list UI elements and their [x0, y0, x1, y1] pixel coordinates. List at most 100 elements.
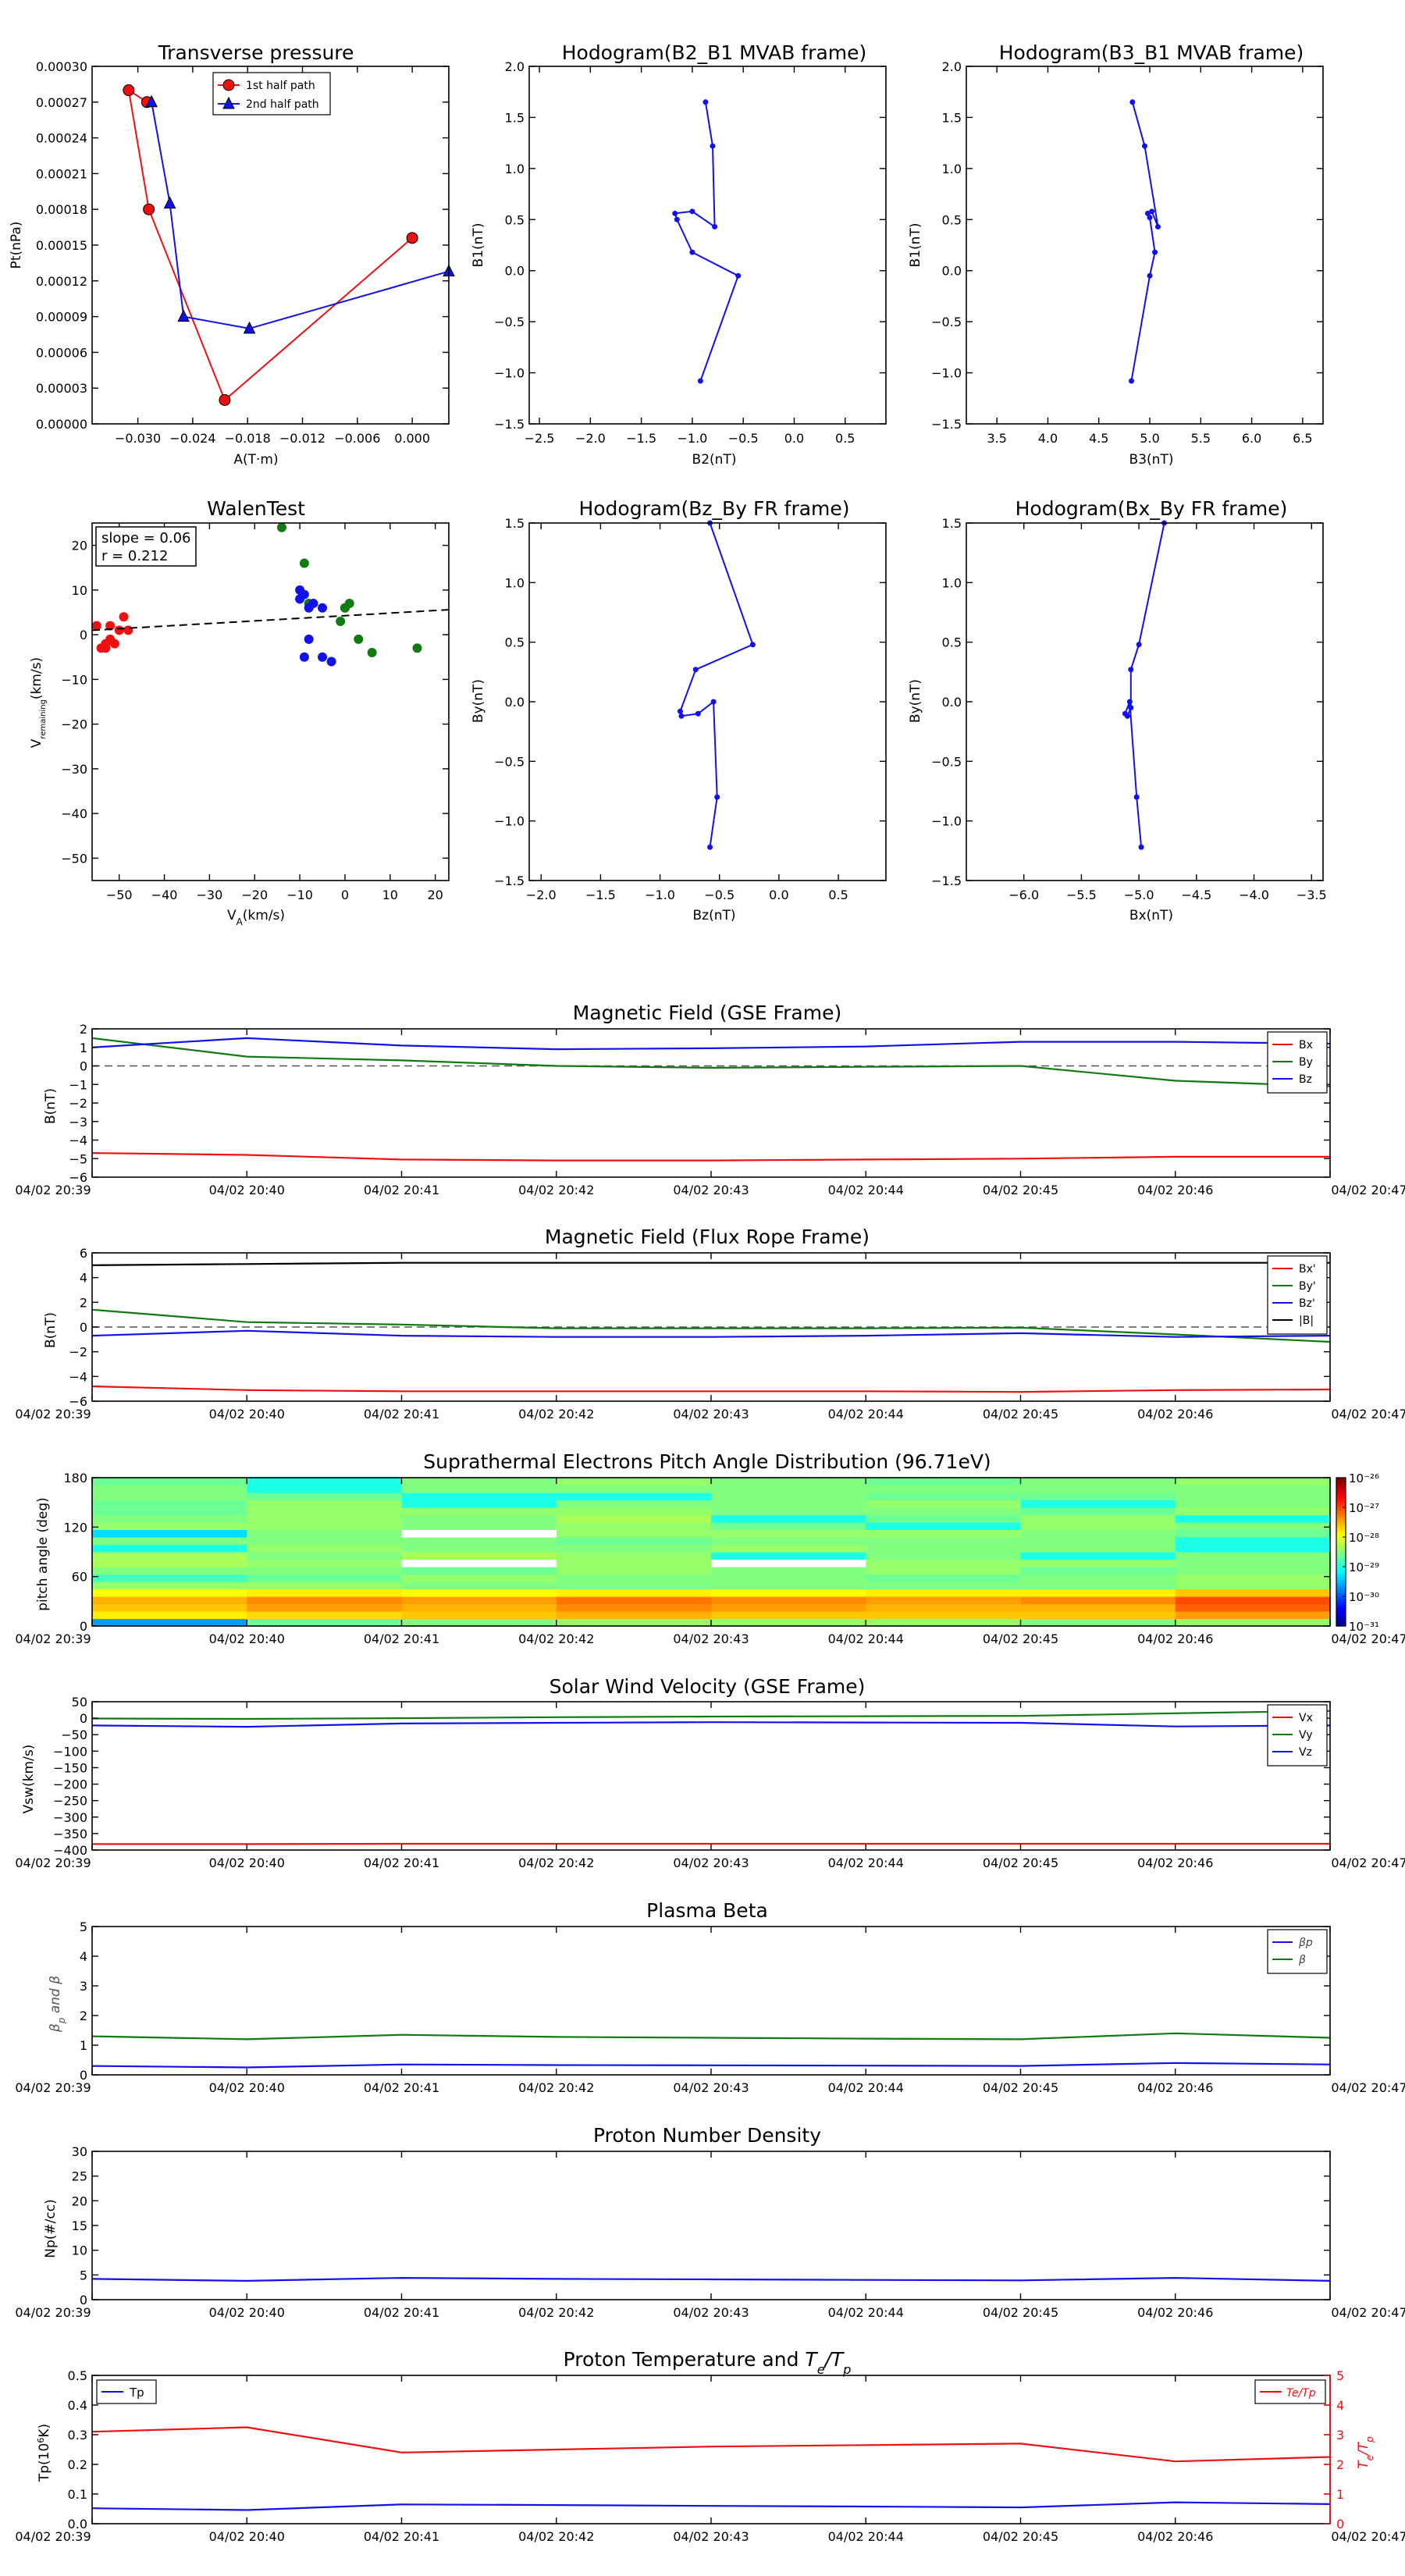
heatmap-cell [1020, 1500, 1176, 1508]
heatmap-cell [1175, 1589, 1331, 1597]
panel-transverse-pressure: Transverse pressure A(T·m) Pt(nPa) −0.03… [9, 41, 455, 468]
y-tick-label: −1.5 [931, 417, 962, 432]
y-tick-label: −400 [53, 1843, 87, 1858]
colorbar-segment [1336, 1584, 1346, 1587]
data-point-h3 [707, 844, 713, 850]
heatmap-cell [1175, 1500, 1331, 1508]
heatmap-cell [1175, 1485, 1331, 1493]
x-tick-label: 04/02 20:47 [1331, 2080, 1405, 2095]
heatmap-cell [247, 1618, 403, 1627]
y-tick-label: 1.5 [505, 110, 525, 125]
y-tick-label: 50 [72, 1695, 87, 1710]
x-tick-label: 04/02 20:42 [518, 1856, 594, 1870]
legend-label: Bx' [1299, 1263, 1316, 1276]
colorbar-segment [1336, 1512, 1346, 1516]
x-tick-label: 04/02 20:46 [1137, 1407, 1213, 1421]
x-tick-label: −2.0 [575, 431, 606, 446]
y-tick-label: 0 [80, 628, 87, 642]
heatmap-cell [1020, 1567, 1176, 1575]
y-tick-label: 1.0 [942, 162, 962, 176]
heatmap-cell [92, 1500, 247, 1508]
heatmap-cell [866, 1507, 1022, 1516]
y-tick-label: 1 [80, 1041, 87, 1055]
walen-point [101, 639, 111, 649]
x-tick-label: 04/02 20:44 [828, 2529, 904, 2544]
heatmap-cell [401, 1611, 557, 1620]
y-tick-label: 2 [80, 1295, 87, 1310]
x-tick-label: 04/02 20:42 [518, 2305, 594, 2320]
heatmap-cell [401, 1618, 557, 1627]
heatmap-cell [1175, 1611, 1331, 1620]
y-tick-label: 0.5 [942, 212, 962, 227]
ylabel-hodogram-b3-b1: B1(nT) [908, 223, 923, 268]
plot-frame-h2 [966, 66, 1324, 425]
heatmap-cell [711, 1589, 866, 1597]
colorbar-segment [1336, 1482, 1346, 1486]
y-tick-label: −0.5 [494, 754, 525, 769]
walen-point [105, 621, 116, 631]
heatmap-cell [247, 1500, 403, 1508]
walen-point [114, 625, 124, 635]
x-tick-label: 04/02 20:41 [364, 1856, 439, 1870]
x-tick-label: 04/02 20:39 [15, 1631, 91, 1646]
heatmap-cell [1020, 1596, 1176, 1605]
x-tick-label: 04/02 20:46 [1137, 1183, 1213, 1197]
heatmap-cell [866, 1618, 1022, 1627]
heatmap-cell [1020, 1529, 1176, 1538]
y-tick-label: 25 [72, 2169, 87, 2184]
heatmap-cell [247, 1582, 403, 1590]
y-tick-label: 0 [80, 2293, 87, 2307]
x-tick-label: 04/02 20:43 [673, 1631, 749, 1646]
walen-point [299, 652, 309, 662]
legend-label: Vx [1299, 1712, 1313, 1724]
walen-point [304, 603, 314, 613]
colorbar-label: 10⁻³⁰ [1349, 1590, 1379, 1604]
ylabel-hodogram-b2-b1: B1(nT) [471, 223, 486, 268]
data-point-h1 [735, 272, 742, 279]
y-tick-label: −4 [69, 1369, 87, 1384]
legend-label: 1st half path [246, 80, 315, 92]
colorbar-segment [1336, 1578, 1346, 1582]
series-line-vsw-2 [91, 1721, 1331, 1728]
data-point-h3 [749, 642, 756, 648]
y-tick-label: −30 [61, 762, 87, 777]
heatmap-cell [401, 1529, 557, 1538]
walen-point [354, 634, 364, 644]
x-tick-label: 04/02 20:46 [1137, 2529, 1213, 2544]
heatmap-cell [711, 1603, 866, 1612]
y-tick-label: −1.0 [931, 366, 962, 381]
colorbar-segment [1336, 1591, 1346, 1595]
legend-marker [222, 79, 235, 91]
panel-hodogram-b3-b1: Hodogram(B3_B1 MVAB frame) B3(nT) B1(nT)… [908, 41, 1324, 468]
y-tick-label: 0.0 [68, 2517, 87, 2532]
data-point-h2 [1152, 249, 1158, 255]
heatmap-cell [1175, 1552, 1331, 1560]
heatmap-cell [1020, 1507, 1176, 1516]
heatmap-cell [1020, 1574, 1176, 1582]
colorbar-segment [1336, 1546, 1346, 1550]
title-proton-number-density: Proton Number Density [593, 2124, 821, 2147]
x-tick-label: 04/02 20:47 [1331, 1407, 1405, 1421]
title-pitch-angle-distribution: Suprathermal Electrons Pitch Angle Distr… [423, 1450, 991, 1473]
x-tick-label: 04/02 20:41 [364, 1183, 439, 1197]
heatmap-cell [92, 1574, 247, 1582]
data-point-h4 [1138, 844, 1144, 850]
x-tick-label: 0.000 [394, 431, 430, 446]
y-tick-label: 0.1 [68, 2487, 87, 2502]
heatmap-cell [92, 1493, 247, 1501]
x-tick-label: 4.5 [1089, 431, 1108, 446]
heatmap-cell [866, 1596, 1022, 1605]
x-tick-label: 04/02 20:41 [364, 2305, 439, 2320]
heatmap-cell [247, 1589, 403, 1597]
legend-label: By [1299, 1056, 1313, 1069]
colorbar-segment [1336, 1519, 1346, 1523]
panel-hodogram-bz-by: Hodogram(Bz_By FR frame) Bz(nT) By(nT) −… [471, 497, 887, 923]
y-tick-label: 0 [80, 2068, 87, 2083]
x-tick-label: −5.5 [1066, 888, 1097, 902]
heatmap-cell [92, 1589, 247, 1597]
x-tick-label: −4.5 [1181, 888, 1211, 902]
x-tick-label: 04/02 20:46 [1137, 2305, 1213, 2320]
y2-tick-label: 4 [1336, 2398, 1344, 2413]
colorbar-segment [1336, 1522, 1346, 1525]
